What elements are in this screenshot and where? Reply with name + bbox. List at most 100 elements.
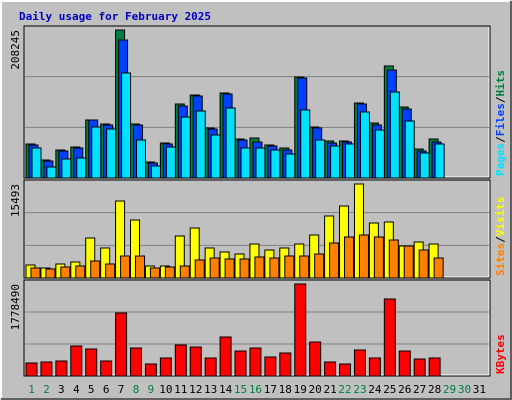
bar: [60, 266, 71, 279]
x-tick-label: 17: [264, 383, 277, 396]
bar: [264, 356, 277, 377]
bar: [339, 363, 352, 377]
bar: [90, 260, 101, 279]
bar: [249, 347, 262, 377]
bar: [234, 350, 247, 377]
bar: [413, 358, 426, 377]
bar: [433, 257, 444, 279]
bar: [239, 258, 250, 279]
bar: [324, 361, 337, 377]
x-tick-label: 30: [458, 383, 471, 396]
bar: [403, 245, 414, 279]
bar: [149, 267, 160, 279]
legend: Sites/Visits: [494, 197, 507, 277]
x-tick-label: 20: [309, 383, 322, 396]
bar: [269, 257, 280, 279]
bar: [374, 129, 385, 179]
legend-entry: KBytes: [494, 334, 507, 374]
bar: [255, 147, 266, 179]
x-tick-label: 13: [204, 383, 217, 396]
bar: [55, 360, 68, 377]
bar: [121, 72, 132, 179]
x-tick-label: 26: [398, 383, 411, 396]
bar: [144, 363, 157, 377]
bar: [428, 357, 441, 377]
bar: [30, 267, 41, 279]
chart-title: Daily usage for February 2025: [19, 10, 211, 23]
x-tick-label: 1: [28, 383, 35, 396]
bar: [389, 91, 400, 179]
x-tick-label: 9: [148, 383, 155, 396]
bar: [91, 126, 102, 179]
bar: [418, 249, 429, 279]
legend: Pages/Files/Hits: [494, 70, 507, 176]
bar: [115, 312, 128, 377]
x-tick-label: 10: [159, 383, 172, 396]
x-tick-label: 24: [368, 383, 382, 396]
x-tick-label: 21: [323, 383, 336, 396]
bar: [388, 239, 399, 279]
bar: [76, 157, 87, 179]
y-tick-label: 208245: [9, 30, 22, 70]
legend-separator: /: [494, 236, 507, 243]
x-tick-label: 23: [353, 383, 366, 396]
x-tick-label: 4: [73, 383, 80, 396]
bar: [383, 298, 396, 377]
legend-separator: /: [494, 136, 507, 143]
bar: [315, 139, 326, 179]
bar: [344, 236, 355, 279]
bar: [150, 165, 161, 179]
bar: [136, 139, 147, 179]
bar: [195, 110, 206, 179]
x-tick-label: 27: [413, 383, 426, 396]
bar: [204, 357, 217, 377]
bar: [314, 253, 325, 279]
legend-entry: Hits: [494, 70, 507, 97]
bar: [120, 255, 131, 279]
legend-entry: Sites: [494, 243, 507, 276]
bar: [100, 360, 113, 377]
bar: [46, 166, 57, 179]
x-tick-label: 29: [443, 383, 456, 396]
x-tick-label: 11: [174, 383, 187, 396]
bar: [398, 350, 411, 377]
bar: [284, 255, 295, 279]
bar: [159, 357, 172, 377]
bar: [240, 147, 251, 179]
bar: [353, 349, 366, 377]
bar: [75, 265, 86, 279]
legend-separator: /: [494, 96, 507, 103]
x-tick-label: 31: [473, 383, 486, 396]
x-tick-label: 19: [294, 383, 307, 396]
bar: [434, 143, 445, 179]
x-tick-label: 15: [234, 383, 247, 396]
bar: [419, 152, 430, 179]
bar: [174, 344, 187, 377]
x-tick-label: 8: [133, 383, 140, 396]
bar: [299, 255, 310, 279]
bar: [31, 147, 42, 179]
bar: [40, 361, 53, 377]
bar: [285, 153, 296, 179]
bar: [279, 352, 292, 377]
x-tick-label: 22: [338, 383, 351, 396]
bar: [404, 120, 415, 179]
legend-entry: Visits: [494, 197, 507, 237]
x-tick-label: 7: [118, 383, 125, 396]
bar: [329, 242, 340, 279]
bar: [209, 257, 220, 279]
bar: [45, 268, 56, 279]
bar: [130, 347, 143, 377]
bar: [106, 128, 117, 179]
bar: [270, 149, 281, 179]
x-tick-label: 3: [58, 383, 65, 396]
bar: [294, 283, 307, 377]
x-tick-label: 2: [43, 383, 50, 396]
x-tick-label: 16: [249, 383, 262, 396]
bar: [164, 266, 175, 279]
bar: [135, 255, 146, 279]
bar: [219, 336, 232, 377]
x-tick-label: 5: [88, 383, 95, 396]
